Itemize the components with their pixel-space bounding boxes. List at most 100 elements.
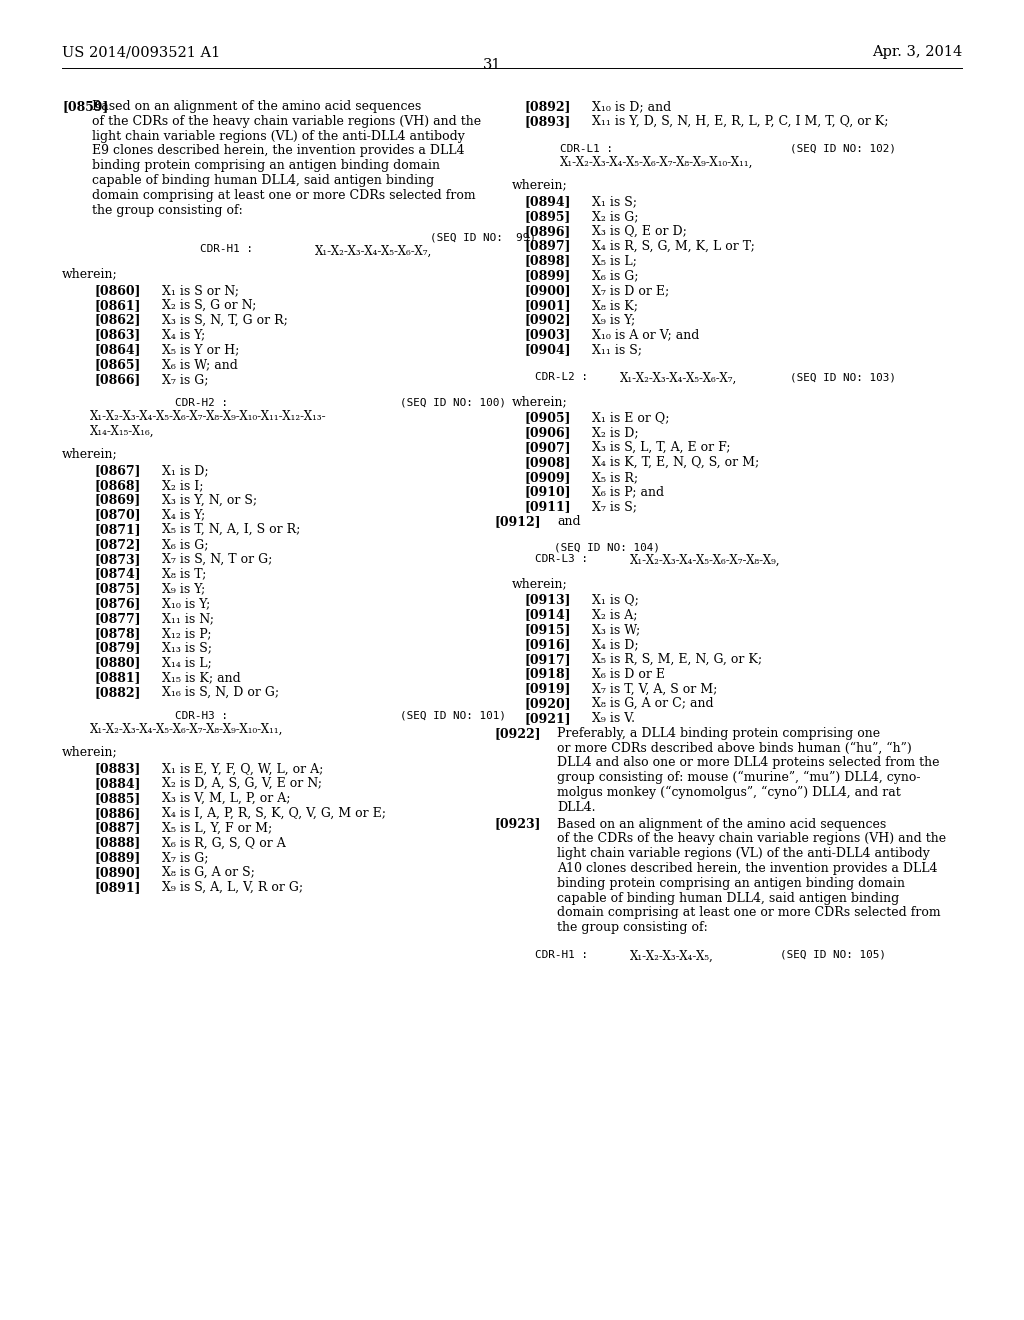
Text: [0892]: [0892] bbox=[525, 100, 571, 114]
Text: X₅ is L;: X₅ is L; bbox=[592, 255, 637, 268]
Text: wherein;: wherein; bbox=[62, 447, 118, 461]
Text: [0910]: [0910] bbox=[525, 486, 571, 499]
Text: X₆ is P; and: X₆ is P; and bbox=[592, 486, 665, 499]
Text: Apr. 3, 2014: Apr. 3, 2014 bbox=[871, 45, 962, 59]
Text: of the CDRs of the heavy chain variable regions (VH) and the: of the CDRs of the heavy chain variable … bbox=[92, 115, 481, 128]
Text: X₁ is E, Y, F, Q, W, L, or A;: X₁ is E, Y, F, Q, W, L, or A; bbox=[162, 763, 324, 775]
Text: X₁₄ is L;: X₁₄ is L; bbox=[162, 656, 212, 669]
Text: X₅ is R, S, M, E, N, G, or K;: X₅ is R, S, M, E, N, G, or K; bbox=[592, 653, 762, 665]
Text: [0914]: [0914] bbox=[525, 609, 571, 622]
Text: [0872]: [0872] bbox=[95, 539, 141, 550]
Text: binding protein comprising an antigen binding domain: binding protein comprising an antigen bi… bbox=[557, 876, 905, 890]
Text: [0923]: [0923] bbox=[495, 817, 542, 830]
Text: X₆ is D or E: X₆ is D or E bbox=[592, 668, 665, 681]
Text: wherein;: wherein; bbox=[512, 178, 567, 191]
Text: [0909]: [0909] bbox=[525, 471, 571, 484]
Text: (SEQ ID NO: 101): (SEQ ID NO: 101) bbox=[400, 710, 506, 721]
Text: A10 clones described herein, the invention provides a DLL4: A10 clones described herein, the inventi… bbox=[557, 862, 938, 875]
Text: X₄ is Y;: X₄ is Y; bbox=[162, 329, 205, 342]
Text: E9 clones described herein, the invention provides a DLL4: E9 clones described herein, the inventio… bbox=[92, 144, 465, 157]
Text: CDR-L1 :: CDR-L1 : bbox=[560, 144, 613, 153]
Text: [0867]: [0867] bbox=[95, 465, 141, 477]
Text: X₉ is Y;: X₉ is Y; bbox=[592, 314, 635, 326]
Text: X₇ is S;: X₇ is S; bbox=[592, 500, 637, 513]
Text: [0868]: [0868] bbox=[95, 479, 141, 492]
Text: binding protein comprising an antigen binding domain: binding protein comprising an antigen bi… bbox=[92, 160, 440, 172]
Text: X₁ is Q;: X₁ is Q; bbox=[592, 594, 639, 607]
Text: [0893]: [0893] bbox=[525, 115, 571, 128]
Text: CDR-L2 :: CDR-L2 : bbox=[535, 372, 588, 381]
Text: [0906]: [0906] bbox=[525, 426, 571, 440]
Text: [0881]: [0881] bbox=[95, 671, 141, 684]
Text: Preferably, a DLL4 binding protein comprising one: Preferably, a DLL4 binding protein compr… bbox=[557, 727, 880, 739]
Text: X₁₀ is D; and: X₁₀ is D; and bbox=[592, 100, 672, 114]
Text: X₃ is Y, N, or S;: X₃ is Y, N, or S; bbox=[162, 494, 257, 507]
Text: wherein;: wherein; bbox=[62, 267, 118, 280]
Text: (SEQ ID NO: 105): (SEQ ID NO: 105) bbox=[780, 950, 886, 960]
Text: [0864]: [0864] bbox=[95, 343, 141, 356]
Text: [0919]: [0919] bbox=[525, 682, 571, 696]
Text: X₄ is Y;: X₄ is Y; bbox=[162, 508, 205, 521]
Text: [0877]: [0877] bbox=[95, 612, 141, 624]
Text: [0886]: [0886] bbox=[95, 807, 141, 820]
Text: the group consisting of:: the group consisting of: bbox=[92, 203, 243, 216]
Text: CDR-H1 :: CDR-H1 : bbox=[535, 950, 588, 960]
Text: X₃ is W;: X₃ is W; bbox=[592, 623, 640, 636]
Text: X₄ is K, T, E, N, Q, S, or M;: X₄ is K, T, E, N, Q, S, or M; bbox=[592, 455, 759, 469]
Text: CDR-H3 :: CDR-H3 : bbox=[175, 710, 228, 721]
Text: X₃ is Q, E or D;: X₃ is Q, E or D; bbox=[592, 224, 687, 238]
Text: X₁-X₂-X₃-X₄-X₅-X₆-X₇,: X₁-X₂-X₃-X₄-X₅-X₆-X₇, bbox=[620, 372, 737, 385]
Text: [0885]: [0885] bbox=[95, 792, 141, 805]
Text: X₅ is R;: X₅ is R; bbox=[592, 471, 638, 484]
Text: X₇ is T, V, A, S or M;: X₇ is T, V, A, S or M; bbox=[592, 682, 718, 696]
Text: X₁₁ is S;: X₁₁ is S; bbox=[592, 343, 642, 356]
Text: [0870]: [0870] bbox=[95, 508, 141, 521]
Text: [0860]: [0860] bbox=[95, 284, 141, 297]
Text: (SEQ ID NO: 104): (SEQ ID NO: 104) bbox=[554, 543, 660, 552]
Text: X₂ is D;: X₂ is D; bbox=[592, 426, 639, 440]
Text: [0920]: [0920] bbox=[525, 697, 571, 710]
Text: X₇ is D or E;: X₇ is D or E; bbox=[592, 284, 670, 297]
Text: [0883]: [0883] bbox=[95, 763, 141, 775]
Text: [0869]: [0869] bbox=[95, 494, 141, 507]
Text: of the CDRs of the heavy chain variable regions (VH) and the: of the CDRs of the heavy chain variable … bbox=[557, 833, 946, 845]
Text: X₇ is S, N, T or G;: X₇ is S, N, T or G; bbox=[162, 553, 272, 566]
Text: X₁ is S or N;: X₁ is S or N; bbox=[162, 284, 239, 297]
Text: X₁-X₂-X₃-X₄-X₅-X₆-X₇-X₈-X₉-X₁₀-X₁₁,: X₁-X₂-X₃-X₄-X₅-X₆-X₇-X₈-X₉-X₁₀-X₁₁, bbox=[560, 156, 754, 169]
Text: X₇ is G;: X₇ is G; bbox=[162, 372, 209, 385]
Text: [0912]: [0912] bbox=[495, 515, 542, 528]
Text: X₅ is Y or H;: X₅ is Y or H; bbox=[162, 343, 240, 356]
Text: X₄ is R, S, G, M, K, L or T;: X₄ is R, S, G, M, K, L or T; bbox=[592, 240, 755, 252]
Text: [0882]: [0882] bbox=[95, 686, 141, 700]
Text: [0904]: [0904] bbox=[525, 343, 571, 356]
Text: wherein;: wherein; bbox=[62, 746, 118, 759]
Text: X₁₀ is A or V; and: X₁₀ is A or V; and bbox=[592, 329, 699, 342]
Text: X₃ is S, L, T, A, E or F;: X₃ is S, L, T, A, E or F; bbox=[592, 441, 730, 454]
Text: [0891]: [0891] bbox=[95, 880, 141, 894]
Text: the group consisting of:: the group consisting of: bbox=[557, 921, 708, 935]
Text: [0875]: [0875] bbox=[95, 582, 141, 595]
Text: X₁-X₂-X₃-X₄-X₅-X₆-X₇-X₈-X₉,: X₁-X₂-X₃-X₄-X₅-X₆-X₇-X₈-X₉, bbox=[630, 554, 780, 568]
Text: X₁-X₂-X₃-X₄-X₅-X₆-X₇,: X₁-X₂-X₃-X₄-X₅-X₆-X₇, bbox=[315, 244, 432, 257]
Text: CDR-H1 :: CDR-H1 : bbox=[200, 244, 253, 255]
Text: US 2014/0093521 A1: US 2014/0093521 A1 bbox=[62, 45, 220, 59]
Text: X₅ is L, Y, F or M;: X₅ is L, Y, F or M; bbox=[162, 821, 272, 834]
Text: [0915]: [0915] bbox=[525, 623, 571, 636]
Text: Based on an alignment of the amino acid sequences: Based on an alignment of the amino acid … bbox=[557, 817, 886, 830]
Text: X₈ is G, A or C; and: X₈ is G, A or C; and bbox=[592, 697, 714, 710]
Text: [0896]: [0896] bbox=[525, 224, 571, 238]
Text: X₁₀ is Y;: X₁₀ is Y; bbox=[162, 597, 210, 610]
Text: CDR-H2 :: CDR-H2 : bbox=[175, 397, 228, 408]
Text: [0900]: [0900] bbox=[525, 284, 571, 297]
Text: [0911]: [0911] bbox=[525, 500, 571, 513]
Text: X₁₂ is P;: X₁₂ is P; bbox=[162, 627, 212, 640]
Text: domain comprising at least one or more CDRs selected from: domain comprising at least one or more C… bbox=[557, 907, 941, 920]
Text: group consisting of: mouse (“murine”, “mu”) DLL4, cyno-: group consisting of: mouse (“murine”, “m… bbox=[557, 771, 921, 784]
Text: [0865]: [0865] bbox=[95, 358, 141, 371]
Text: [0897]: [0897] bbox=[525, 240, 571, 252]
Text: or more CDRs described above binds human (“hu”, “h”): or more CDRs described above binds human… bbox=[557, 742, 911, 755]
Text: [0894]: [0894] bbox=[525, 195, 571, 209]
Text: [0901]: [0901] bbox=[525, 298, 571, 312]
Text: [0863]: [0863] bbox=[95, 329, 141, 342]
Text: and: and bbox=[557, 515, 581, 528]
